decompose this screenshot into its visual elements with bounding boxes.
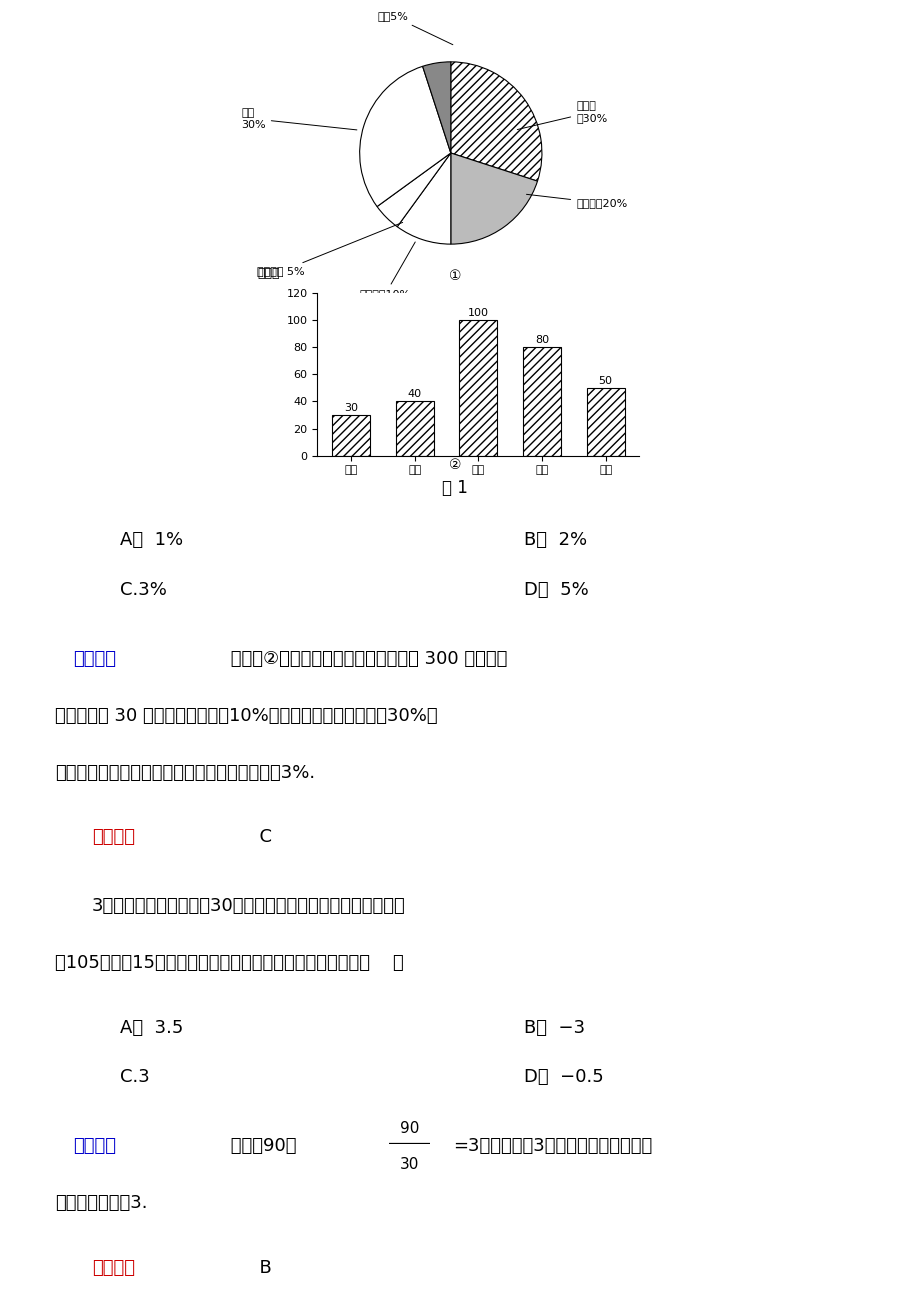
Text: B: B [248, 1259, 272, 1277]
Wedge shape [450, 152, 537, 243]
Text: ②: ② [448, 458, 461, 471]
Text: 30: 30 [399, 1157, 419, 1172]
Text: 50: 50 [598, 376, 612, 385]
Y-axis label: （元）: （元） [257, 267, 280, 280]
Text: 40: 40 [407, 389, 422, 400]
Bar [332, 415, 369, 456]
Text: 由题图②知，小波一星期的食品开支为 300 元，其中: 由题图②知，小波一星期的食品开支为 300 元，其中 [225, 650, 507, 668]
Wedge shape [422, 61, 450, 152]
Text: 所以小波一星期的鸡蛋开支占总开支的百分比为3%.: 所以小波一星期的鸡蛋开支占总开支的百分比为3%. [55, 764, 315, 783]
Text: C.3: C.3 [119, 1068, 149, 1086]
Text: 日常开支20%: 日常开支20% [526, 194, 627, 208]
Bar [395, 401, 434, 456]
Text: A．  1%: A． 1% [119, 531, 183, 549]
Wedge shape [397, 152, 450, 243]
Text: 娱乐开支10%: 娱乐开支10% [359, 242, 414, 299]
Text: 【答案】: 【答案】 [92, 828, 135, 846]
Text: =3，平均数卦3，求出的平均数减去实: =3，平均数卦3，求出的平均数减去实 [453, 1138, 652, 1155]
Text: 少输入90，: 少输入90， [225, 1138, 297, 1155]
Text: D．  5%: D． 5% [524, 581, 588, 599]
Bar [522, 348, 561, 456]
Wedge shape [359, 66, 450, 207]
Text: B．  −3: B． −3 [524, 1018, 584, 1036]
Text: 90: 90 [399, 1121, 419, 1135]
Text: 80: 80 [534, 335, 549, 345]
Bar [459, 320, 497, 456]
Text: 鸡蛋开支为 30 元，占食品开支的10%，而食品开支占总开支的30%，: 鸡蛋开支为 30 元，占食品开支的10%，而食品开支占总开支的30%， [55, 707, 437, 725]
Text: 食品开
支30%: 食品开 支30% [516, 102, 607, 130]
Text: 际平均数等于－3.: 际平均数等于－3. [55, 1194, 148, 1212]
Text: 30: 30 [344, 404, 357, 413]
Text: 100: 100 [468, 309, 488, 318]
Text: 【答案】: 【答案】 [92, 1259, 135, 1277]
Text: 通讯开支 5%: 通讯开支 5% [256, 223, 403, 276]
Text: B．  2%: B． 2% [524, 531, 587, 549]
Text: 【解析】: 【解析】 [74, 650, 117, 668]
Wedge shape [450, 61, 541, 181]
Text: A．  3.5: A． 3.5 [119, 1018, 183, 1036]
Text: 3．某同学使用计算器求30个数据的平均数时，错将其中一个数: 3．某同学使用计算器求30个数据的平均数时，错将其中一个数 [92, 897, 405, 915]
Bar [586, 388, 624, 456]
Text: C.3%: C.3% [119, 581, 166, 599]
Text: D．  −0.5: D． −0.5 [524, 1068, 604, 1086]
Text: C: C [248, 828, 272, 846]
Text: 储蓄
30%: 储蓄 30% [241, 108, 357, 130]
Wedge shape [377, 152, 450, 227]
Text: ①: ① [448, 270, 461, 283]
Text: 图 1: 图 1 [442, 479, 468, 497]
Text: 其他5%: 其他5% [378, 12, 452, 44]
Text: 据105输入为15，则由此求出的平均数与实际平均数的差是（    ）: 据105输入为15，则由此求出的平均数与实际平均数的差是（ ） [55, 954, 403, 973]
Text: 【解析】: 【解析】 [74, 1138, 117, 1155]
